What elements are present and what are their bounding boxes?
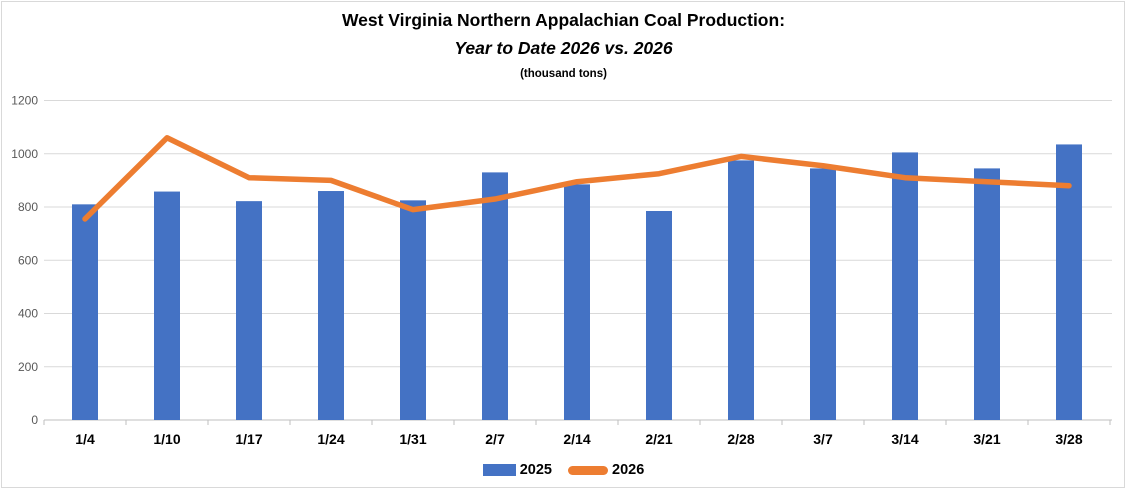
x-axis-category-label: 2/14 [563,431,590,447]
bar-1/24 [318,191,344,420]
bar-1/17 [236,201,262,420]
x-axis-category-label: 3/14 [891,431,918,447]
legend-label-2026: 2026 [612,462,645,478]
x-axis-category-label: 1/17 [235,431,262,447]
chart-title: West Virginia Northern Appalachian Coal … [341,10,786,30]
legend-label-2025: 2025 [519,462,552,478]
bar-2/28 [728,160,754,420]
x-axis-category-label: 3/28 [1055,431,1082,447]
y-axis-tick-label: 1200 [11,94,38,108]
bar-1/10 [154,191,180,420]
legend-item-2025: 2025 [482,462,552,478]
bar-3/28 [1056,144,1082,420]
bar-2/7 [482,172,508,420]
y-axis-tick-label: 0 [31,413,38,427]
x-axis-category-label: 1/4 [75,431,95,447]
bar-2/14 [564,184,590,420]
bar-2/21 [646,210,672,420]
x-axis-category-label: 1/24 [317,431,344,447]
bar-series-swatch-icon [482,464,516,476]
x-axis-category-label: 1/10 [153,431,180,447]
x-axis-category-label: 1/31 [399,431,426,447]
x-axis-category-label: 3/21 [973,431,1000,447]
bar-3/21 [974,168,1000,420]
bar-1/31 [400,200,426,420]
chart-subtitle: Year to Date 2026 vs. 2026 [454,38,673,58]
line-series-swatch-icon [568,465,608,475]
line-series-2026 [82,135,1072,222]
x-axis-category-label: 2/7 [485,431,505,447]
y-axis-tick-label: 800 [18,200,38,214]
y-axis-tick-label: 600 [18,253,38,267]
x-axis-category-label: 3/7 [813,431,833,447]
legend-item-2026: 2026 [568,462,644,478]
y-axis-tick-label: 200 [18,360,38,374]
legend: 2025 2026 [0,462,1127,478]
bar-3/7 [810,168,836,420]
chart-units-note: (thousand tons) [520,68,607,80]
y-axis-tick-label: 1000 [11,147,38,161]
x-axis-category-label: 2/28 [727,431,754,447]
chart-frame [1,1,1125,488]
bar-3/14 [892,152,918,420]
bar-1/4 [72,204,98,420]
x-axis-category-label: 2/21 [645,431,672,447]
y-axis-tick-label: 400 [18,307,38,321]
